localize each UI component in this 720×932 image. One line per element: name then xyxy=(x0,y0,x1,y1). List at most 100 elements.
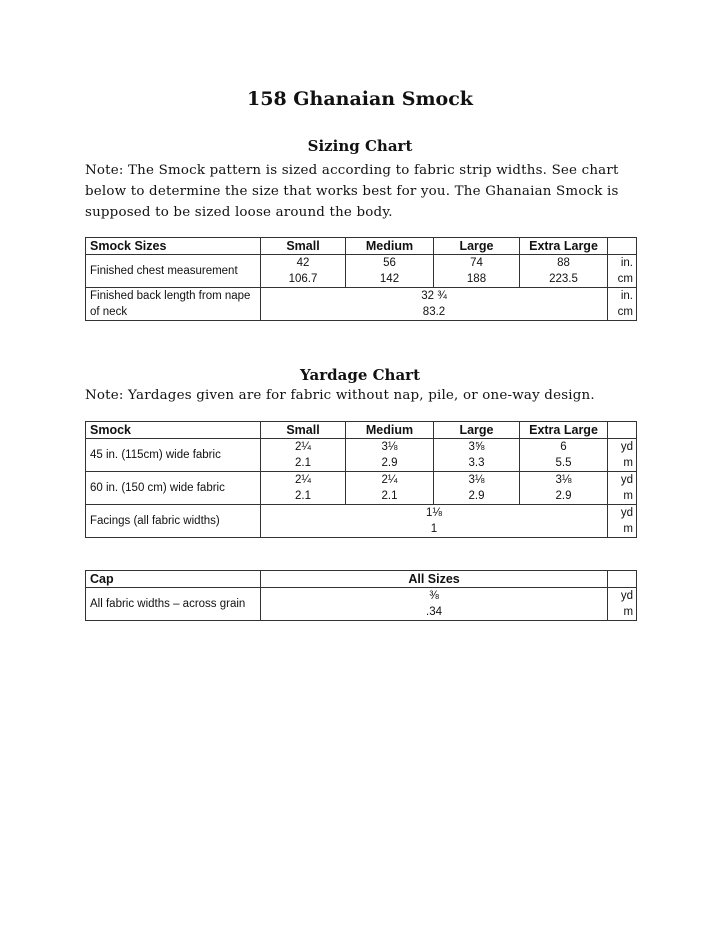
unit-metric: m xyxy=(623,606,634,618)
value-metric: 188 xyxy=(466,273,487,285)
unit-imperial: yd xyxy=(620,474,633,486)
table-row: Facings (all fabric widths) 1⅛ 1 yd m xyxy=(85,504,637,538)
yardage-table: Smock Small Medium Large Extra Large 45 in. (… xyxy=(85,421,637,538)
value-imperial: 3⅝ xyxy=(468,441,485,453)
column-header: Medium xyxy=(345,421,434,439)
value-cell: 42 106.7 xyxy=(260,254,346,288)
header-row: Smock Small Medium Large Extra Large xyxy=(85,421,637,439)
value-imperial: 56 xyxy=(383,257,396,269)
value-imperial: 88 xyxy=(557,257,570,269)
all-sizes-cell: 32 ¾ 83.2 xyxy=(260,287,608,321)
value-imperial: 1⅛ xyxy=(426,507,442,519)
value-imperial: 2¼ xyxy=(381,474,398,486)
yardage-note: Note: Yardages given are for fabric with… xyxy=(85,388,595,403)
unit-imperial: yd xyxy=(620,590,634,602)
unit-imperial: in. xyxy=(620,290,633,302)
row-label: 45 in. (115cm) wide fabric xyxy=(85,438,261,472)
unit-cell: in. cm xyxy=(607,254,637,288)
value-cell: 88 223.5 xyxy=(519,254,608,288)
row-label: 60 in. (150 cm) wide fabric xyxy=(85,471,261,505)
value-metric: 2.9 xyxy=(468,490,485,502)
unit-header xyxy=(607,237,637,255)
unit-metric: m xyxy=(623,523,633,535)
column-header: Large xyxy=(433,237,520,255)
value-metric: 3.3 xyxy=(468,457,485,469)
value-imperial: 3⅛ xyxy=(555,474,572,486)
unit-cell: yd m xyxy=(607,504,637,538)
column-header: Cap xyxy=(85,570,261,588)
unit-metric: m xyxy=(623,457,633,469)
header-row: Smock Sizes Small Medium Large Extra Large xyxy=(85,237,637,255)
column-header: Extra Large xyxy=(519,237,608,255)
value-metric: 2.9 xyxy=(381,457,398,469)
column-header: Small xyxy=(260,421,346,439)
value-imperial: 32 ¾ xyxy=(421,290,447,302)
unit-cell: in. cm xyxy=(607,287,637,321)
table-row: 60 in. (150 cm) wide fabric 2¼ 2.1 2¼ 2.1 3⅛ 2… xyxy=(85,471,637,505)
sizing-table: Smock Sizes Small Medium Large Extra Large Fi… xyxy=(85,237,637,321)
all-sizes-cell: 1⅛ 1 xyxy=(260,504,608,538)
unit-header xyxy=(607,570,638,588)
value-imperial: 3⅛ xyxy=(381,441,398,453)
unit-imperial: in. xyxy=(620,257,633,269)
value-cell: 2¼ 2.1 xyxy=(260,438,346,472)
value-imperial: ⅜ xyxy=(429,590,439,602)
value-cell: 3⅛ 2.9 xyxy=(345,438,434,472)
value-metric: .34 xyxy=(426,606,443,618)
value-cell: 74 188 xyxy=(433,254,520,288)
unit-cell: yd m xyxy=(607,587,638,621)
value-metric: 106.7 xyxy=(288,273,318,285)
value-metric: 142 xyxy=(379,273,400,285)
column-header: Smock Sizes xyxy=(85,237,261,255)
column-header: Small xyxy=(260,237,346,255)
value-metric: 2.1 xyxy=(295,490,311,502)
unit-metric: cm xyxy=(617,273,633,285)
row-label: All fabric widths – across grain xyxy=(85,587,261,621)
value-imperial: 2¼ xyxy=(295,441,311,453)
value-imperial: 2¼ xyxy=(295,474,311,486)
header-row: Cap All Sizes xyxy=(85,570,638,588)
row-label: Facings (all fabric widths) xyxy=(85,504,261,538)
column-header: All Sizes xyxy=(259,570,609,588)
column-header: Medium xyxy=(345,237,434,255)
value-metric: 1 xyxy=(430,523,438,535)
unit-imperial: yd xyxy=(620,441,633,453)
value-cell: 6 5.5 xyxy=(519,438,608,472)
value-imperial: 3⅛ xyxy=(468,474,485,486)
value-cell: 3⅝ 3.3 xyxy=(433,438,520,472)
page-title: 158 Ghanaian Smock xyxy=(247,88,473,110)
value-imperial: 74 xyxy=(470,257,483,269)
row-label: Finished chest measurement xyxy=(85,254,261,288)
value-metric: 2.9 xyxy=(555,490,572,502)
value-cell: 3⅛ 2.9 xyxy=(519,471,608,505)
unit-header xyxy=(607,421,637,439)
sizing-note: Note: The Smock pattern is sized accordi… xyxy=(85,163,619,220)
row-label: Finished back length from nape of neck xyxy=(85,287,261,321)
table-row: Finished chest measurement 42 106.7 56 142 74… xyxy=(85,254,637,288)
value-cell: 56 142 xyxy=(345,254,434,288)
unit-metric: cm xyxy=(617,306,633,318)
yardage-heading: Yardage Chart xyxy=(299,366,421,384)
unit-cell: yd m xyxy=(607,438,637,472)
value-metric: 5.5 xyxy=(555,457,572,469)
column-header: Extra Large xyxy=(519,421,608,439)
table-row: Finished back length from nape of neck 32… xyxy=(85,287,637,321)
unit-cell: yd m xyxy=(607,471,637,505)
column-header: Smock xyxy=(85,421,261,439)
value-cell: 2¼ 2.1 xyxy=(345,471,434,505)
value-cell: 3⅛ 2.9 xyxy=(433,471,520,505)
column-header: Large xyxy=(433,421,520,439)
value-metric: 83.2 xyxy=(422,306,446,318)
sizing-heading: Sizing Chart xyxy=(307,137,413,155)
value-metric: 2.1 xyxy=(295,457,311,469)
value-metric: 223.5 xyxy=(549,273,578,285)
value-cell: 2¼ 2.1 xyxy=(260,471,346,505)
table-row: 45 in. (115cm) wide fabric 2¼ 2.1 3⅛ 2.9 3⅝ 3.… xyxy=(85,438,637,472)
cap-table: Cap All Sizes All fabric widths – across g… xyxy=(85,570,638,621)
unit-metric: m xyxy=(623,490,633,502)
all-sizes-cell: ⅜ .34 xyxy=(259,587,609,621)
value-metric: 2.1 xyxy=(381,490,398,502)
table-row: All fabric widths – across grain ⅜ .34 yd m xyxy=(85,587,638,621)
value-imperial: 42 xyxy=(296,257,310,269)
